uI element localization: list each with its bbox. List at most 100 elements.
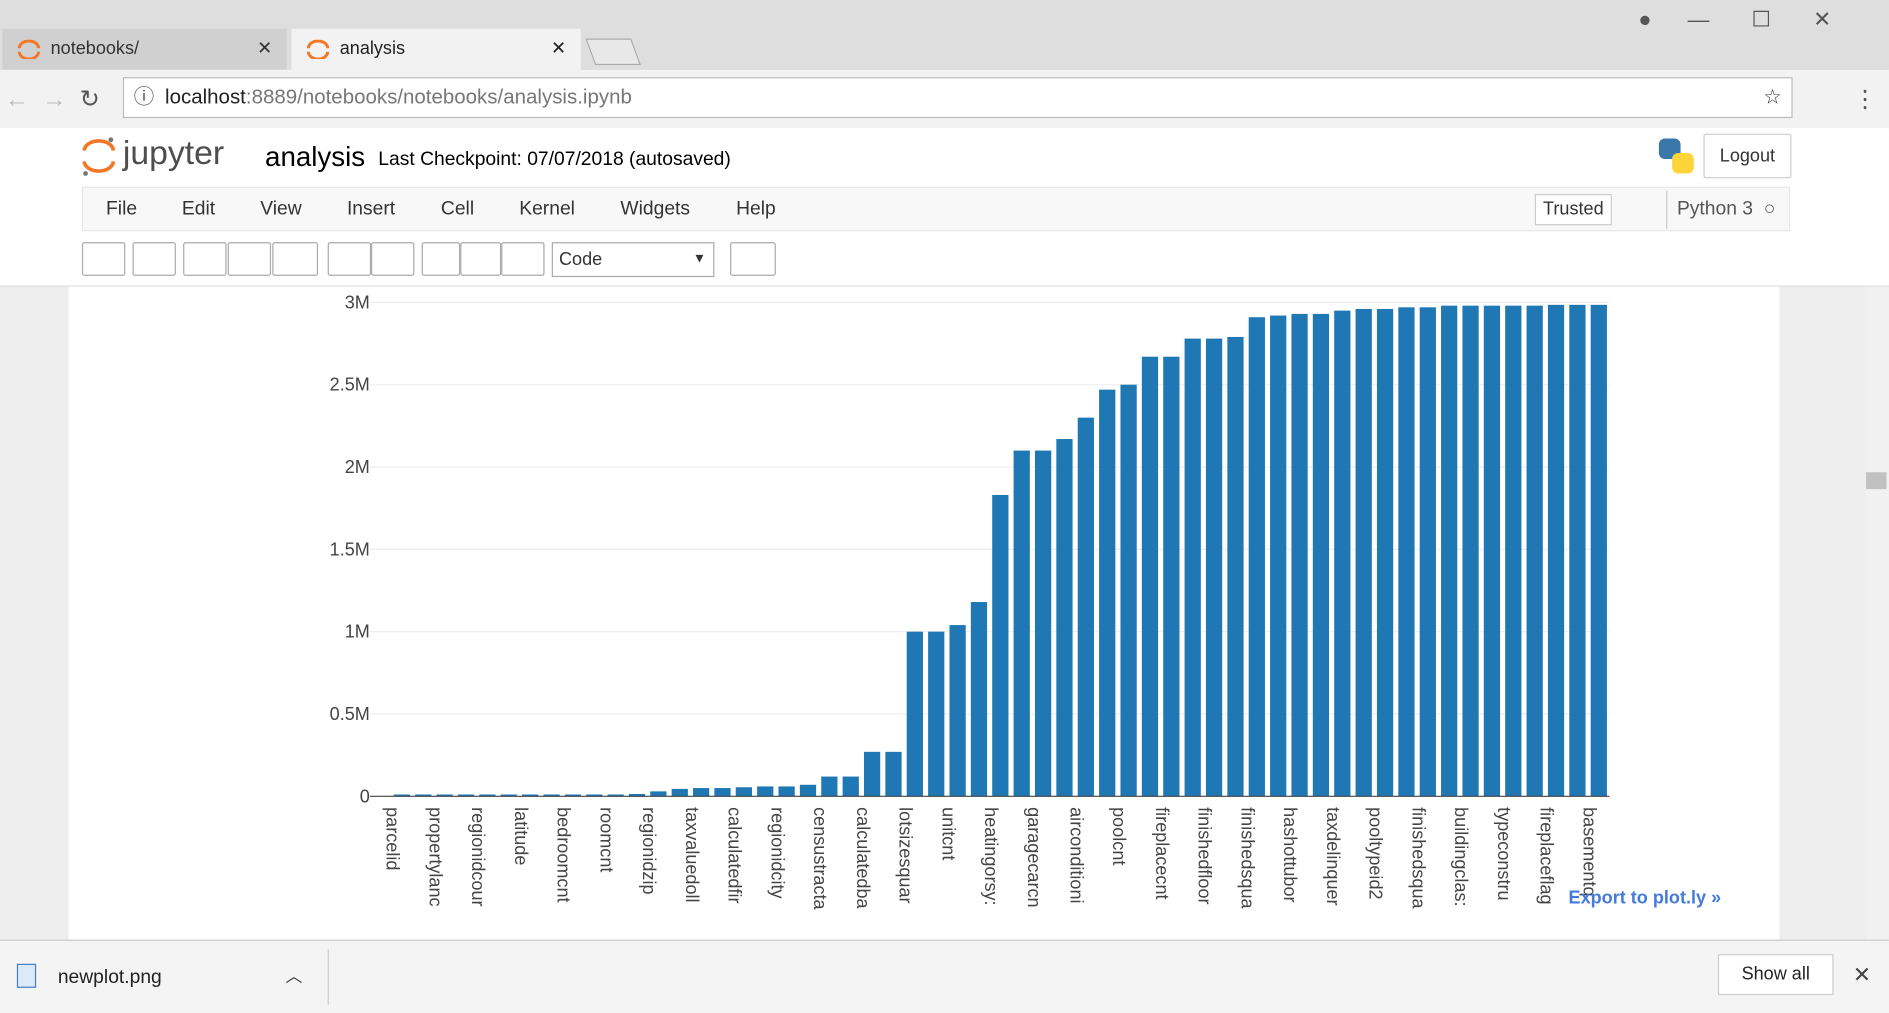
menu-item[interactable]: Kernel: [519, 198, 575, 220]
close-download-bar[interactable]: ✕: [1852, 962, 1872, 987]
jupyter-logo-icon: [82, 137, 116, 176]
bar: [415, 794, 432, 797]
bar: [1376, 308, 1394, 797]
toolbar-button[interactable]: [421, 242, 461, 276]
x-tick-label: pooltypeid2: [1366, 807, 1386, 899]
tab-active[interactable]: analysis ✕: [291, 28, 581, 70]
x-tick-label: unitcnt: [938, 807, 958, 860]
tab-title: analysis: [339, 38, 406, 60]
jupyter-logo: jupyter: [122, 133, 225, 172]
show-all-button[interactable]: Show all: [1717, 954, 1834, 996]
python-logo: [1658, 138, 1694, 174]
bar: [1590, 304, 1607, 797]
tab-title: notebooks/: [50, 38, 140, 60]
x-tick-label: typeconstru: [1494, 807, 1514, 900]
toolbar-button[interactable]: [371, 242, 415, 276]
x-tick-label: garagecarcn: [1024, 807, 1044, 907]
toolbar-button[interactable]: [327, 242, 372, 276]
bar: [1120, 384, 1137, 797]
tab-icon: [306, 39, 330, 60]
tab[interactable]: notebooks/✕: [2, 28, 287, 70]
toolbar-button[interactable]: [81, 242, 126, 276]
menu-item[interactable]: Help: [736, 198, 776, 220]
bar: [1441, 305, 1458, 797]
bar: [1184, 338, 1201, 797]
x-tick-label: roomcnt: [596, 807, 616, 872]
y-tick-label: 3M: [345, 292, 370, 312]
x-tick-label: bedroomcnt: [554, 807, 574, 902]
cell-type: Code: [558, 249, 603, 270]
nav-buttons[interactable]: ← → ↻: [4, 86, 100, 114]
menu-item[interactable]: Cell: [440, 198, 475, 220]
menu-item[interactable]: Widgets: [620, 198, 691, 220]
bar: [842, 776, 859, 797]
x-tick-label: lotsizesquar: [896, 807, 916, 903]
menu-item[interactable]: Insert: [346, 198, 396, 220]
bar: [1355, 308, 1372, 797]
y-tick-label: 1.5M: [330, 539, 370, 559]
bar: [863, 751, 881, 797]
x-tick-label: buildingclas:: [1451, 807, 1471, 906]
bar: [628, 794, 646, 797]
toolbar-button[interactable]: [183, 242, 227, 276]
bar: [586, 794, 603, 797]
download-bar: [0, 939, 1889, 1013]
bar: [650, 791, 667, 797]
bar: [885, 751, 902, 797]
x-tick-label: finishedfloor: [1195, 807, 1215, 904]
y-tick-label: 2M: [345, 457, 370, 477]
bar: [906, 631, 923, 797]
scrollbar[interactable]: [1866, 286, 1889, 940]
menu-item[interactable]: View: [260, 198, 302, 220]
bar: [799, 784, 817, 797]
bar: [1013, 450, 1030, 797]
bar: [928, 631, 945, 797]
bar: [1569, 304, 1586, 797]
bar: [564, 794, 582, 797]
y-tick-label: 0.5M: [330, 704, 370, 724]
bar: [693, 788, 710, 797]
toolbar-button[interactable]: [501, 242, 545, 276]
bar: [522, 794, 539, 797]
y-tick-label: 0: [360, 786, 370, 806]
bar: [714, 788, 731, 797]
x-tick-label: fireplacecnt: [1152, 807, 1172, 899]
menu-item[interactable]: Edit: [181, 198, 216, 220]
bar: [479, 794, 496, 797]
logout-button[interactable]: Logout: [1703, 133, 1792, 179]
bar: [1526, 305, 1543, 797]
address-bar[interactable]: localhost:8889/notebooks/notebooks/analy…: [122, 77, 1793, 119]
menu-item[interactable]: File: [106, 198, 138, 220]
menu-dots[interactable]: ⋮: [1852, 86, 1877, 114]
download-file[interactable]: newplot.png: [57, 967, 162, 988]
download-menu[interactable]: ︿: [285, 966, 303, 986]
bar: [671, 788, 688, 797]
export-link[interactable]: Export to plot.ly »: [1568, 887, 1722, 909]
toolbar-button[interactable]: [132, 242, 176, 276]
bar: [1163, 356, 1180, 797]
x-tick-label: poolcnt: [1109, 807, 1129, 865]
notebook-name[interactable]: analysis: [265, 140, 366, 173]
x-tick-label: latitude: [511, 807, 531, 865]
bar: [1205, 338, 1223, 797]
cell-type-select[interactable]: Code ▼: [551, 242, 715, 278]
window-controls: ● — ☐ ✕: [1638, 7, 1832, 32]
x-tick-label: airconditioni: [1066, 807, 1086, 903]
bar: [393, 794, 411, 797]
bar: [1099, 389, 1116, 797]
trusted-indicator[interactable]: Trusted: [1534, 193, 1612, 226]
bar: [457, 794, 475, 797]
toolbar-button[interactable]: [730, 242, 776, 276]
bar: [607, 794, 624, 797]
toolbar-button[interactable]: [460, 242, 502, 276]
file-icon: [16, 963, 37, 988]
tab-icon: [17, 39, 41, 60]
x-tick-label: finishedsqua: [1408, 807, 1428, 909]
x-tick-label: taxvaluedoll: [682, 807, 702, 902]
x-tick-label: regionidcour: [468, 807, 488, 906]
toolbar-button[interactable]: [227, 242, 272, 276]
bar: [1034, 450, 1052, 797]
toolbar-button[interactable]: [272, 242, 319, 276]
bar: [1270, 315, 1287, 797]
